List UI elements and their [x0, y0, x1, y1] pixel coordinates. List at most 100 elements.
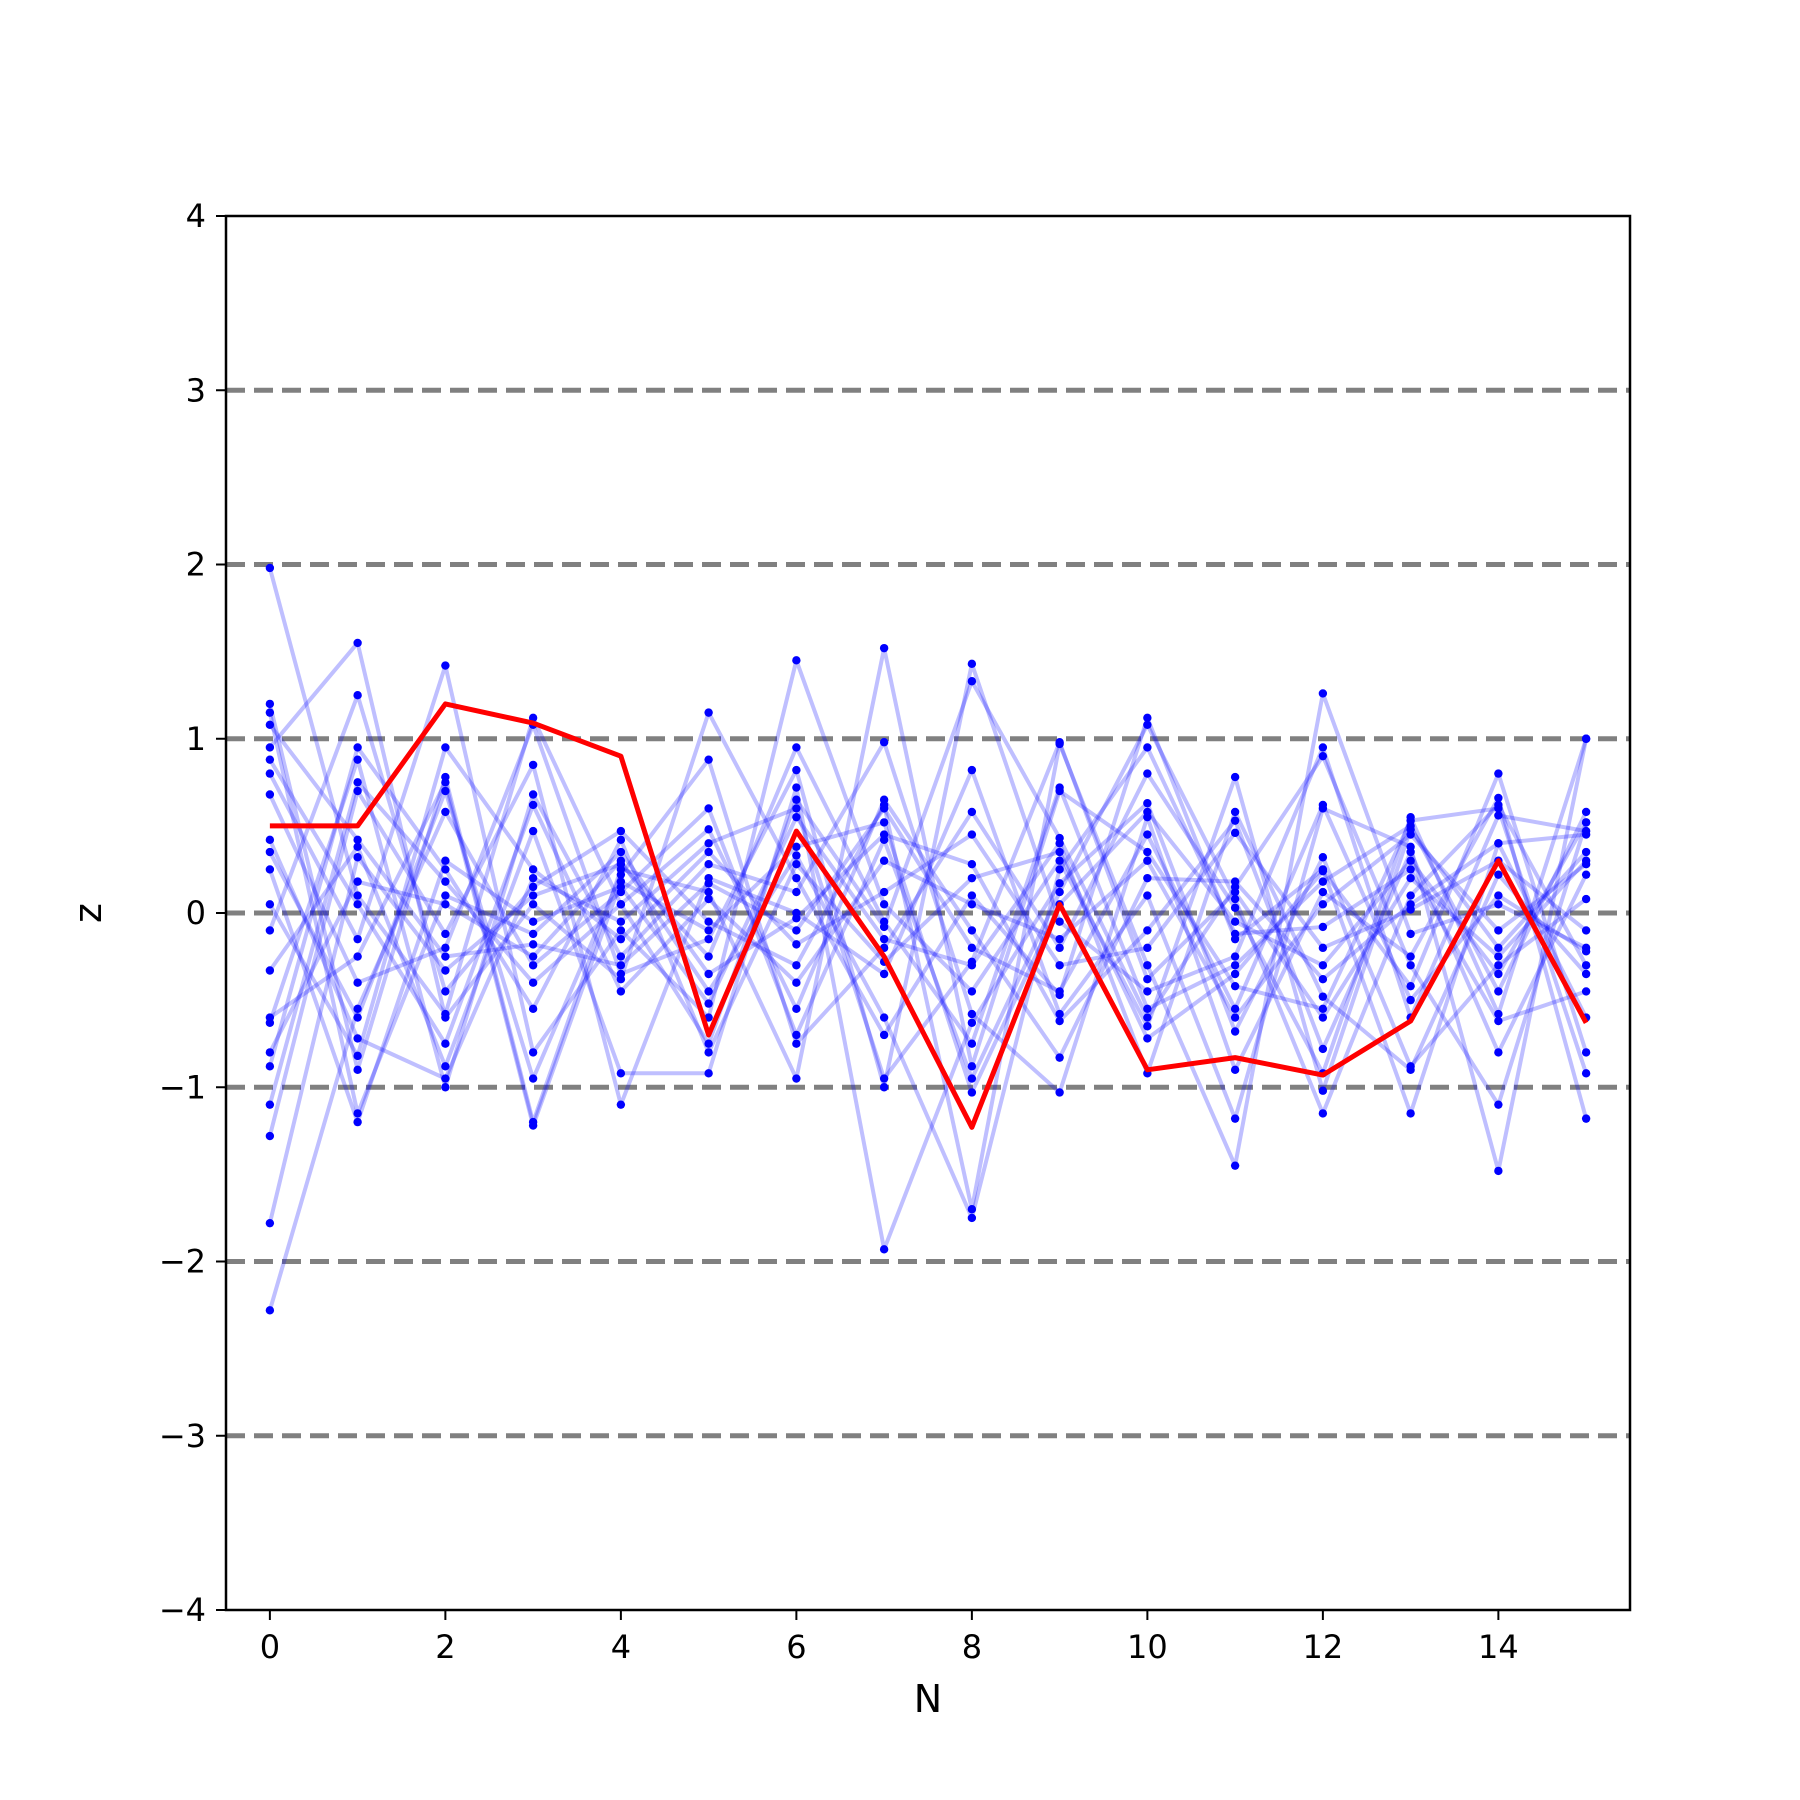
background-point-2-3 [528, 900, 538, 909]
background-point-14-12 [1318, 992, 1328, 1001]
y-tick-label-6: 2 [186, 546, 206, 584]
background-point-20-5 [704, 879, 713, 888]
background-point-19-2 [441, 1074, 450, 1083]
background-point-2-10 [1143, 713, 1152, 723]
background-point-2-7 [879, 1030, 889, 1040]
background-point-19-13 [1406, 873, 1415, 883]
background-point-4-5 [704, 917, 713, 926]
background-point-6-8 [967, 1009, 977, 1019]
background-point-5-11 [1230, 903, 1240, 912]
background-point-7-4 [616, 847, 626, 857]
background-point-12-13 [1406, 905, 1415, 914]
background-series-line-5 [268, 738, 1589, 1081]
background-point-17-8 [967, 900, 977, 909]
background-point-17-10 [1143, 856, 1152, 865]
y-tick-label-1: −3 [159, 1417, 206, 1455]
background-series-line-20 [268, 723, 1588, 1011]
background-point-4-11 [1230, 1161, 1240, 1170]
background-point-6-1 [353, 755, 362, 764]
background-point-14-0 [265, 865, 275, 874]
background-point-13-2 [441, 929, 450, 939]
background-point-1-5 [704, 887, 713, 897]
background-point-4-12 [1318, 689, 1328, 698]
background-point-0-10 [1143, 1013, 1152, 1022]
background-point-4-13 [1406, 929, 1415, 939]
background-series-line-15 [267, 745, 1588, 1224]
background-point-20-2 [441, 952, 450, 961]
y-tick-label-5: 1 [186, 720, 206, 758]
background-point-8-8 [967, 1018, 977, 1027]
background-series-line-8 [268, 785, 1588, 1252]
background-point-15-3 [528, 891, 538, 900]
background-point-11-5 [704, 987, 713, 996]
background-point-14-5 [704, 999, 713, 1008]
y-tick-label-0: −4 [159, 1591, 206, 1629]
background-point-14-13 [1406, 1065, 1415, 1075]
background-point-10-14 [1494, 811, 1503, 820]
background-point-3-8 [967, 987, 977, 996]
background-series-group [265, 563, 1591, 1315]
background-point-20-4 [616, 961, 626, 970]
background-point-6-6 [792, 887, 801, 897]
background-point-6-4 [616, 952, 626, 961]
background-point-17-11 [1230, 1013, 1240, 1022]
background-series-line-4 [268, 691, 1588, 1212]
background-point-11-1 [353, 877, 362, 886]
background-point-14-14 [1494, 870, 1503, 879]
background-point-1-11 [1230, 981, 1240, 991]
background-point-4-1 [353, 690, 362, 700]
background-point-3-0 [265, 769, 275, 778]
background-point-11-15 [1581, 987, 1591, 996]
background-point-10-10 [1143, 987, 1152, 996]
background-point-9-6 [792, 1004, 801, 1014]
reference-lines [226, 387, 1630, 1439]
background-point-20-12 [1318, 800, 1328, 810]
background-point-21-4 [616, 877, 626, 886]
background-point-15-4 [616, 860, 626, 869]
background-point-4-4 [616, 826, 626, 836]
background-series-line-19 [268, 740, 1588, 1081]
background-point-12-4 [616, 934, 626, 944]
background-point-7-9 [1055, 1016, 1064, 1026]
background-point-8-15 [1581, 894, 1591, 904]
background-point-16-13 [1406, 891, 1415, 900]
background-point-12-6 [792, 940, 801, 949]
background-point-8-2 [441, 1062, 450, 1071]
background-point-8-11 [1230, 1027, 1240, 1036]
background-point-13-3 [528, 760, 538, 770]
background-point-9-7 [879, 795, 889, 804]
background-point-12-7 [879, 887, 889, 897]
y-axis-ticks: −4 −3 −2 −1 0 1 2 3 4 [159, 197, 226, 1629]
background-point-12-1 [353, 1051, 362, 1061]
background-point-16-9 [1055, 887, 1064, 897]
background-point-7-0 [265, 708, 275, 717]
background-point-15-13 [1406, 821, 1415, 831]
background-point-2-6 [792, 873, 801, 883]
background-point-9-3 [528, 978, 538, 987]
background-point-8-3 [528, 826, 538, 836]
background-point-12-8 [967, 830, 977, 839]
background-point-21-3 [528, 1121, 538, 1130]
background-point-9-2 [441, 877, 450, 886]
background-point-20-10 [1143, 830, 1152, 839]
background-point-21-5 [704, 926, 713, 935]
background-point-4-10 [1143, 961, 1152, 970]
background-point-8-12 [1318, 853, 1328, 862]
background-point-21-8 [967, 1088, 977, 1097]
background-point-8-7 [879, 1245, 889, 1254]
x-tick-label-5: 10 [1127, 1628, 1168, 1666]
background-point-3-1 [353, 934, 362, 944]
background-point-16-2 [441, 807, 450, 817]
background-point-21-13 [1406, 856, 1415, 865]
background-point-3-4 [616, 926, 626, 935]
background-point-8-1 [353, 842, 362, 851]
background-point-7-5 [704, 969, 713, 979]
background-point-10-6 [792, 765, 801, 775]
background-point-1-8 [967, 1062, 977, 1071]
x-tick-label-2: 4 [611, 1628, 631, 1666]
background-point-10-12 [1318, 743, 1328, 752]
background-point-5-6 [792, 1039, 801, 1048]
background-point-18-1 [353, 743, 362, 752]
background-point-1-6 [792, 1074, 801, 1083]
background-point-6-13 [1406, 952, 1415, 961]
